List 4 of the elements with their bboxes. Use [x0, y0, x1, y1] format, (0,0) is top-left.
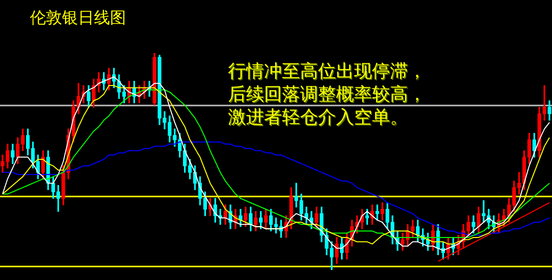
chart-title: 伦敦银日线图 [30, 8, 126, 29]
annotation: 激进者轻仓介入空单。 [228, 106, 409, 129]
annotation: 后续回落调整概率较高， [228, 83, 426, 106]
annotation: 行情冲至高位出现停滞， [228, 60, 426, 83]
